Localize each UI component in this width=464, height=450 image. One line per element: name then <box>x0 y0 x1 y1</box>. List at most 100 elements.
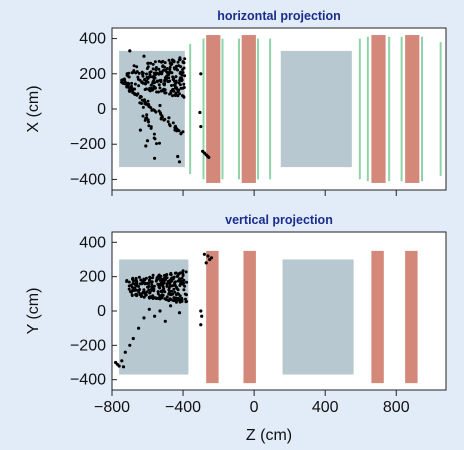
track-hit <box>135 294 138 298</box>
track-hit <box>137 288 141 292</box>
track-hit <box>176 154 180 159</box>
track-hit <box>172 66 176 70</box>
track-hit <box>137 84 141 88</box>
track-hit <box>127 86 131 89</box>
track-hit <box>140 98 144 102</box>
track-hit <box>178 92 181 96</box>
track-hit <box>125 73 129 77</box>
y-tick-label: −400 <box>70 171 106 188</box>
track-hit <box>138 293 142 297</box>
track-hit <box>168 92 172 96</box>
y-tick-label: 200 <box>79 269 106 286</box>
track-hit <box>146 99 150 103</box>
track-hit <box>148 276 152 280</box>
track-hit <box>171 87 175 91</box>
track-hit <box>135 65 139 69</box>
track-hit <box>174 124 177 128</box>
track-hit <box>144 293 148 297</box>
track-hit <box>155 278 159 282</box>
track-hit <box>183 292 187 296</box>
track-hit <box>180 276 184 280</box>
track-hit <box>153 81 156 85</box>
track-hit <box>181 274 185 277</box>
track-hit <box>153 156 157 160</box>
track-hit <box>168 290 172 293</box>
track-hit <box>169 89 173 93</box>
track-hit <box>136 77 140 81</box>
track-hit <box>148 71 152 74</box>
track-hit <box>168 61 172 65</box>
track-hit <box>137 285 141 288</box>
track-hit <box>158 309 162 313</box>
track-hit <box>173 271 177 275</box>
track-hit <box>163 79 167 83</box>
track-hit <box>181 130 185 134</box>
track-hit <box>120 359 124 363</box>
track-hit <box>129 283 133 287</box>
detector-block-0 <box>282 259 354 375</box>
track-hit <box>148 291 152 294</box>
track-hit <box>162 280 165 284</box>
track-hit <box>174 296 178 300</box>
track-hit <box>198 110 202 115</box>
track-hit <box>136 75 140 79</box>
track-hit <box>161 282 165 286</box>
track-hit <box>156 274 160 278</box>
x-tick-label: −400 <box>165 399 201 416</box>
magnet-block-3 <box>371 250 384 384</box>
track-hit <box>157 284 161 288</box>
track-hit <box>166 298 169 302</box>
track-hit <box>144 82 147 86</box>
track-hit <box>159 117 163 121</box>
track-hit <box>163 82 167 86</box>
track-hit <box>173 281 177 285</box>
track-hit <box>165 276 169 280</box>
track-hit <box>171 292 175 296</box>
track-hit <box>163 68 167 72</box>
y-tick-label: −400 <box>70 372 106 389</box>
magnet-block-1 <box>241 35 256 183</box>
track-hit <box>148 73 152 77</box>
detector-block-0 <box>280 50 352 168</box>
x-tick-label: 0 <box>250 399 259 416</box>
track-hit <box>182 288 186 292</box>
track-hit <box>131 336 135 341</box>
track-hit <box>202 252 206 256</box>
track-hit <box>160 296 164 300</box>
track-hit <box>185 280 189 284</box>
track-hit <box>174 299 178 303</box>
track-hit <box>165 295 169 299</box>
track-hit <box>174 75 178 79</box>
track-hit <box>164 91 168 95</box>
track-hit <box>167 73 171 76</box>
track-hit <box>178 284 182 287</box>
track-hit <box>181 60 185 64</box>
track-hit <box>147 120 150 124</box>
track-hit <box>134 71 138 75</box>
track-hit <box>141 105 145 109</box>
track-hit <box>184 297 187 301</box>
track-hit <box>169 304 173 308</box>
track-hit <box>181 68 185 71</box>
track-hit <box>163 61 167 65</box>
track-hit <box>147 75 151 79</box>
track-hit <box>127 287 131 291</box>
vertical-projection-panel: 400 200 0 −200 −400 −800 −400 0 400 800 <box>70 231 447 416</box>
y-tick-label: 400 <box>79 31 106 48</box>
track-hit <box>141 279 145 283</box>
track-hit <box>163 319 167 323</box>
track-hit <box>165 284 169 288</box>
track-hit <box>168 68 172 72</box>
track-hit <box>127 280 131 284</box>
track-hit <box>152 289 156 293</box>
track-hit <box>156 292 160 296</box>
track-hit <box>175 64 178 68</box>
track-hit <box>177 311 182 315</box>
track-hit <box>172 83 176 87</box>
track-hit <box>173 86 177 90</box>
track-hit <box>129 86 134 90</box>
y-tick-label: −200 <box>70 337 106 354</box>
track-hit <box>149 86 153 90</box>
track-hit <box>204 261 208 265</box>
